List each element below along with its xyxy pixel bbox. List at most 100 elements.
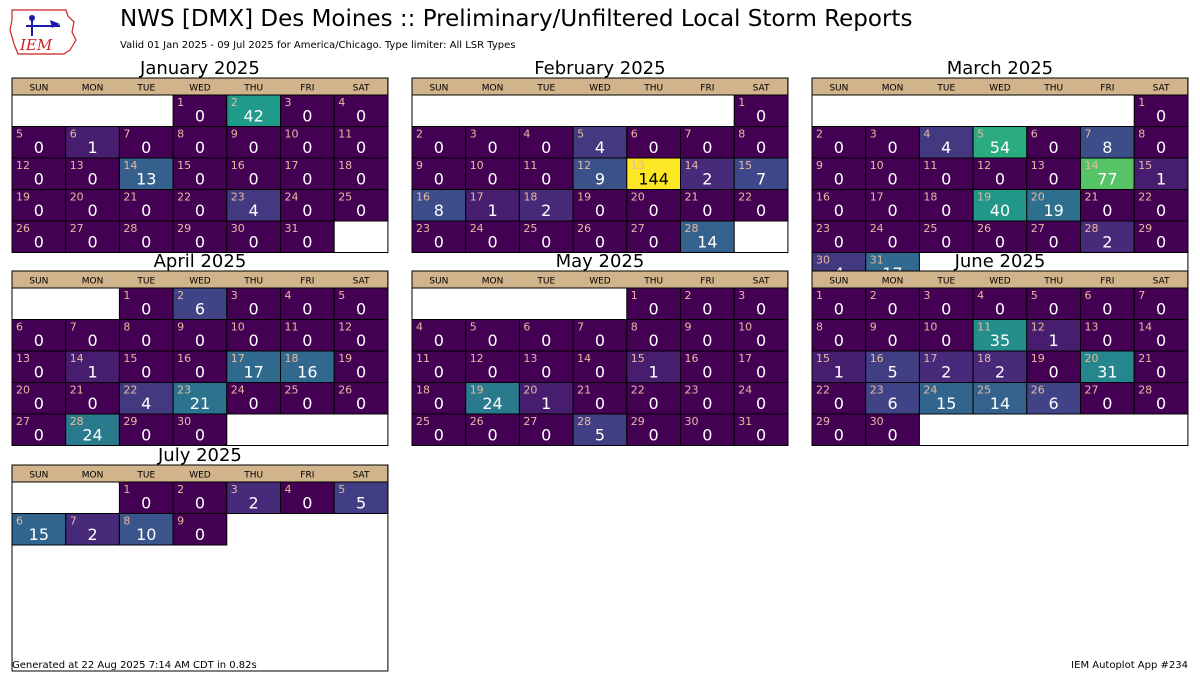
day-value: 0 [195, 170, 205, 189]
day-number: 1 [177, 96, 184, 109]
day-number: 18 [923, 191, 937, 204]
day-number: 18 [416, 384, 430, 397]
weekday-label: SAT [353, 84, 370, 94]
day-cell [226, 126, 282, 159]
day-cell [11, 413, 67, 446]
day-cell [333, 319, 389, 352]
day-cell [333, 287, 389, 320]
day-value: 0 [141, 494, 151, 513]
day-number: 28 [70, 415, 84, 428]
day-value: 0 [941, 201, 951, 220]
day-number: 13 [1031, 159, 1045, 172]
day-cell [118, 157, 174, 190]
weekday-label: MON [82, 471, 104, 481]
day-number: 6 [16, 321, 23, 334]
day-number: 1 [816, 289, 823, 302]
day-number: 11 [923, 159, 937, 172]
day-cell [865, 126, 920, 159]
day-number: 13 [523, 352, 537, 365]
day-number: 2 [231, 96, 238, 109]
day-number: 3 [285, 96, 292, 109]
day-number: 26 [977, 222, 991, 235]
day-value: 0 [34, 394, 44, 413]
weekday-label: SAT [753, 277, 770, 287]
day-value: 0 [887, 300, 897, 319]
day-value: 0 [756, 363, 766, 382]
day-value: 1 [87, 138, 97, 157]
day-cell [518, 220, 574, 253]
day-cell [226, 319, 282, 352]
day-cell [626, 413, 681, 446]
day-cell [918, 382, 974, 415]
day-number: 17 [738, 352, 752, 365]
day-number: 9 [685, 321, 692, 334]
day-number: 24 [870, 222, 884, 235]
day-cell [626, 382, 681, 415]
day-value: 0 [541, 233, 551, 252]
day-value: 0 [141, 233, 151, 252]
day-number: 7 [1085, 128, 1092, 141]
day-number: 2 [177, 483, 184, 496]
day-cell [172, 350, 228, 383]
day-value: 77 [1097, 170, 1117, 189]
day-number: 3 [923, 289, 930, 302]
day-value: 31 [1097, 363, 1117, 382]
day-cell [972, 319, 1028, 352]
day-value: 0 [1049, 138, 1059, 157]
day-cell [733, 287, 789, 320]
month-title: July 2025 [157, 445, 242, 466]
day-cell [172, 513, 228, 546]
day-cell [11, 513, 67, 546]
day-value: 21 [190, 394, 210, 413]
day-value: 0 [649, 233, 659, 252]
day-cell [680, 382, 735, 415]
day-number: 7 [1138, 289, 1145, 302]
day-number: 30 [685, 415, 699, 428]
day-number: 22 [631, 384, 645, 397]
day-value: 0 [302, 201, 312, 220]
day-number: 17 [870, 191, 884, 204]
weekday-label: FRI [300, 471, 314, 481]
weekday-label: WED [989, 84, 1011, 94]
day-value: 2 [1102, 233, 1112, 252]
day-value: 7 [756, 170, 766, 189]
day-value: 0 [887, 426, 897, 445]
day-value: 0 [34, 170, 44, 189]
day-cell [518, 189, 574, 222]
day-cell [811, 157, 867, 190]
day-value: 0 [941, 170, 951, 189]
day-number: 30 [177, 415, 191, 428]
month-title: February 2025 [534, 58, 665, 79]
day-number: 9 [177, 515, 184, 528]
day-cell [172, 287, 228, 320]
day-number: 27 [1085, 384, 1099, 397]
day-value: 0 [1102, 394, 1112, 413]
day-number: 2 [816, 128, 823, 141]
day-number: 14 [577, 352, 591, 365]
day-value: 0 [249, 331, 259, 350]
day-number: 1 [738, 96, 745, 109]
day-value: 0 [649, 394, 659, 413]
day-cell [680, 220, 735, 253]
day-value: 0 [541, 138, 551, 157]
day-value: 0 [834, 170, 844, 189]
day-cell [1080, 287, 1135, 320]
day-cell [680, 157, 735, 190]
day-number: 17 [231, 352, 245, 365]
day-value: 5 [595, 426, 605, 445]
day-number: 28 [123, 222, 137, 235]
day-number: 13 [631, 159, 645, 172]
day-cell [172, 157, 228, 190]
day-cell [465, 413, 520, 446]
day-value: 0 [702, 331, 712, 350]
day-cell [811, 126, 867, 159]
day-number: 9 [416, 159, 423, 172]
weekday-label: SUN [429, 277, 448, 287]
day-number: 12 [1031, 321, 1045, 334]
day-value: 0 [702, 201, 712, 220]
day-number: 27 [16, 415, 30, 428]
day-number: 31 [870, 254, 884, 267]
day-value: 0 [356, 331, 366, 350]
day-number: 20 [523, 384, 537, 397]
weekday-label: SAT [1153, 84, 1170, 94]
